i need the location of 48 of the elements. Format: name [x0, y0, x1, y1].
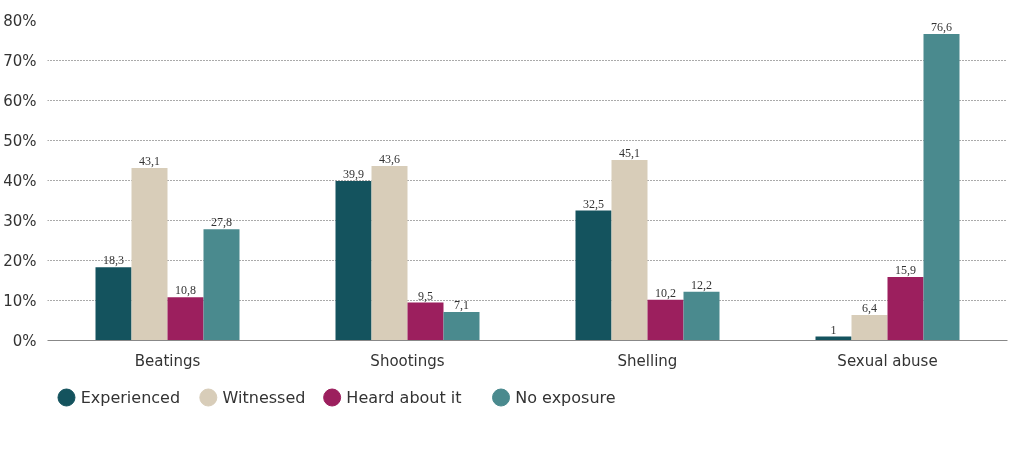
data-label: 39,9 — [343, 166, 364, 181]
bar — [683, 291, 720, 341]
y-tick-label: 0% — [12, 331, 37, 350]
y-tick-label: 20% — [3, 251, 37, 270]
data-label: 10,8 — [175, 283, 196, 298]
data-label: 12,2 — [691, 277, 712, 292]
legend-label: Experienced — [80, 388, 181, 407]
y-tick-label: 60% — [3, 91, 37, 110]
bar — [923, 34, 960, 341]
bar — [611, 160, 648, 341]
legend-label: Heard about it — [346, 388, 462, 407]
y-tick-label: 70% — [3, 51, 37, 70]
data-label: 7,1 — [454, 298, 469, 313]
bar — [575, 210, 612, 341]
data-label: 18,3 — [103, 253, 124, 268]
data-label: 10,2 — [655, 285, 676, 300]
data-label: 1 — [830, 322, 837, 337]
data-label: 45,1 — [619, 146, 640, 161]
x-tick-label: Shelling — [617, 351, 678, 370]
bar — [887, 276, 924, 341]
bar — [131, 168, 168, 341]
y-tick-label: 30% — [3, 211, 37, 230]
y-tick-label: 50% — [3, 131, 37, 150]
bar — [851, 314, 888, 341]
data-label: 6,4 — [862, 300, 877, 315]
bar — [95, 267, 132, 341]
x-tick-label: Sexual abuse — [837, 351, 938, 370]
data-label: 27,8 — [211, 215, 232, 230]
bar — [371, 166, 408, 341]
data-label: 43,1 — [139, 154, 160, 169]
bar — [647, 299, 684, 341]
x-tick-label: Shootings — [370, 351, 445, 370]
data-label: 43,6 — [379, 152, 400, 167]
bar — [203, 229, 240, 341]
y-tick-label: 40% — [3, 171, 37, 190]
x-tick-label: Beatings — [134, 351, 201, 370]
y-tick-label: 80% — [3, 11, 37, 30]
legend-label: No exposure — [515, 388, 616, 407]
y-tick-label: 10% — [3, 291, 37, 310]
data-label: 32,5 — [583, 196, 604, 211]
data-label: 76,6 — [931, 20, 952, 35]
bar — [443, 312, 480, 341]
bar — [335, 180, 372, 341]
bar — [407, 302, 444, 341]
legend-label: Witnessed — [222, 388, 306, 407]
bar — [167, 297, 204, 341]
data-label: 9,5 — [418, 288, 433, 303]
data-label: 15,9 — [895, 262, 916, 277]
